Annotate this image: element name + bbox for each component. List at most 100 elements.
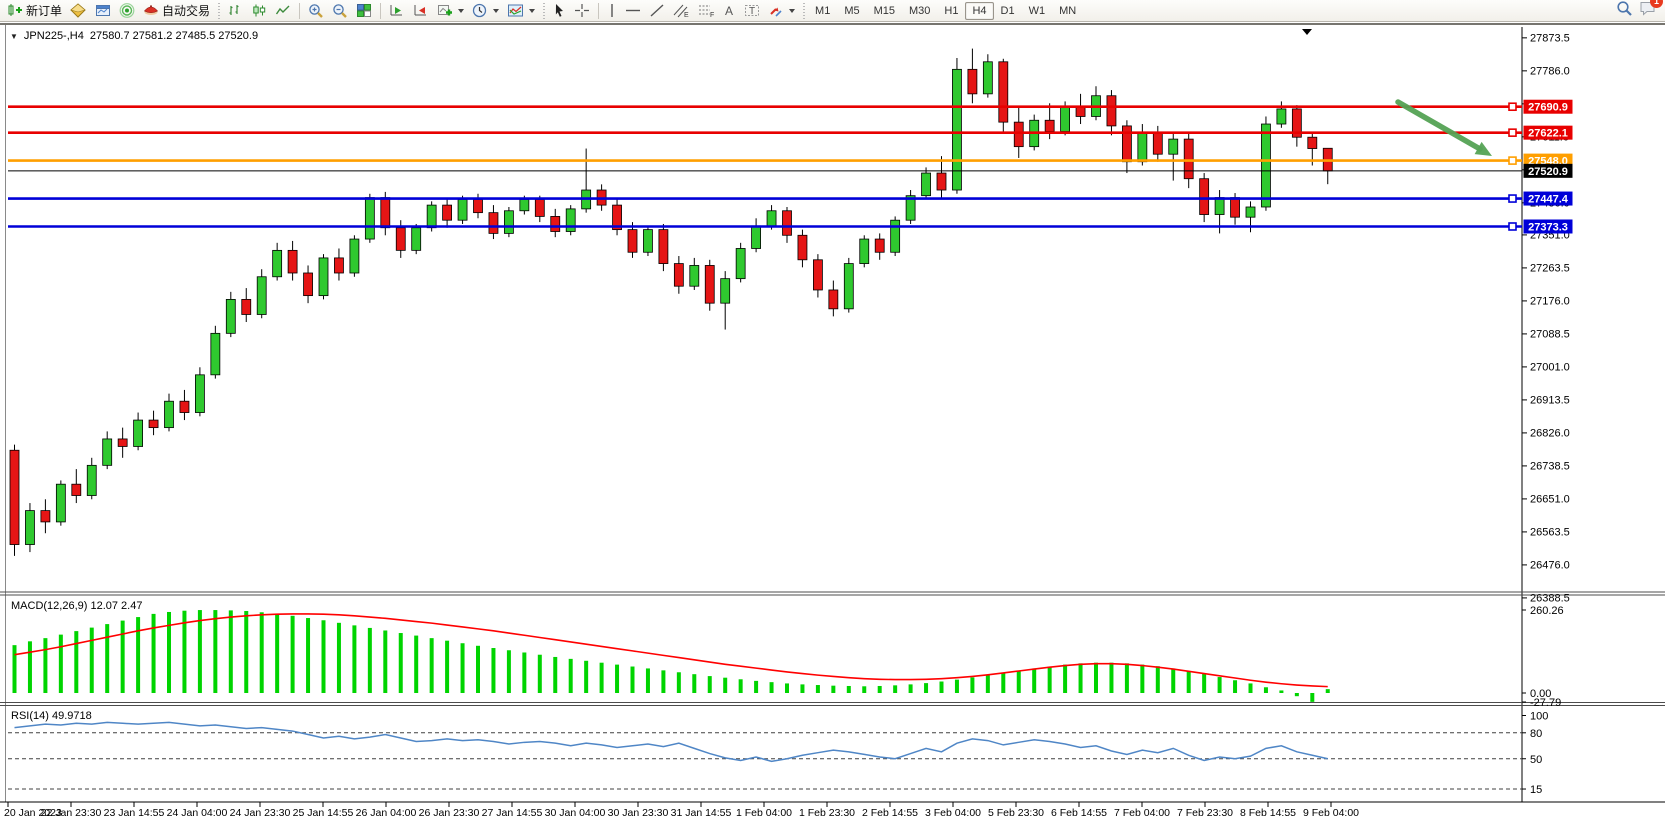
text-label-button[interactable]: T	[740, 1, 764, 21]
trendline-button[interactable]	[645, 1, 669, 21]
timeframe-button-m30[interactable]: M30	[909, 4, 931, 17]
timeframe-button-h4[interactable]: H4	[965, 1, 994, 20]
bar-chart-button[interactable]	[223, 1, 247, 21]
add-indicator-icon	[437, 3, 453, 18]
one-click-dropdown-icon[interactable]: ▼	[10, 31, 18, 41]
zoom-in-icon	[308, 3, 324, 19]
macd-panel: MACD(12,26,9) 12.07 2.47 260.26 0.00-27.79	[11, 600, 1564, 709]
chart-title: ▼ JPN225-,H4 27580.7 27581.2 27485.5 275…	[10, 30, 258, 42]
notification-badge: 1	[1650, 0, 1663, 8]
autotrading-button[interactable]: 自动交易	[139, 1, 214, 21]
svg-text:26563.5: 26563.5	[1530, 526, 1570, 538]
fibonacci-icon: F	[698, 3, 715, 18]
chart-shift-button[interactable]	[409, 1, 433, 21]
fibonacci-button[interactable]: F	[694, 1, 719, 21]
svg-text:27786.0: 27786.0	[1530, 65, 1570, 77]
trend-arrow[interactable]	[1395, 99, 1492, 156]
periods-button[interactable]	[468, 1, 503, 21]
svg-text:9 Feb 04:00: 9 Feb 04:00	[1303, 807, 1359, 819]
timeframe-button-h1[interactable]: H1	[944, 4, 959, 17]
svg-text:27176.0: 27176.0	[1530, 295, 1570, 307]
toolbar-grip	[541, 2, 547, 19]
candles	[9, 48, 1333, 556]
svg-text:23 Jan 14:55: 23 Jan 14:55	[104, 807, 165, 819]
equidistant-channel-button[interactable]: E	[669, 1, 694, 21]
svg-text:26 Jan 23:30: 26 Jan 23:30	[419, 807, 480, 819]
toolbar-separator	[598, 2, 600, 19]
timeframe-button-m5[interactable]: M5	[844, 4, 860, 17]
svg-text:27 Jan 14:55: 27 Jan 14:55	[482, 807, 543, 819]
channel-icon: E	[673, 3, 690, 18]
svg-text:26476.0: 26476.0	[1530, 559, 1570, 571]
svg-text:50: 50	[1530, 754, 1542, 766]
signals-button[interactable]	[115, 1, 139, 21]
svg-text:A: A	[725, 4, 733, 18]
zoom-out-icon	[332, 3, 348, 19]
svg-text:24 Jan 23:30: 24 Jan 23:30	[230, 807, 291, 819]
search-icon[interactable]	[1616, 0, 1633, 22]
cursor-button[interactable]	[548, 1, 570, 21]
candlestick-chart-button[interactable]	[247, 1, 271, 21]
trendline-icon	[649, 3, 665, 18]
crosshair-button[interactable]	[570, 1, 594, 21]
chart-title-ohlc: 27580.7 27581.2 27485.5 27520.9	[89, 30, 259, 42]
autotrading-hat-icon	[143, 3, 159, 18]
autotrading-label: 自动交易	[162, 4, 211, 18]
svg-text:3 Feb 04:00: 3 Feb 04:00	[925, 807, 981, 819]
line-handle	[1508, 156, 1517, 165]
svg-text:26913.5: 26913.5	[1530, 394, 1570, 406]
svg-text:27520.9: 27520.9	[1528, 166, 1568, 178]
svg-text:27373.3: 27373.3	[1528, 221, 1568, 233]
line-chart-button[interactable]	[271, 1, 295, 21]
timeframe-button-m1[interactable]: M1	[815, 4, 831, 17]
svg-text:2 Feb 14:55: 2 Feb 14:55	[862, 807, 918, 819]
timeframe-button-w1[interactable]: W1	[1028, 4, 1046, 17]
text-button[interactable]: A	[719, 1, 740, 21]
zoom-in-button[interactable]	[304, 1, 328, 21]
chart-window: ▼ JPN225-,H4 27580.7 27581.2 27485.5 275…	[0, 23, 1665, 834]
timeframe-button-d1[interactable]: D1	[1000, 4, 1015, 17]
timeframe-button-mn[interactable]: MN	[1059, 4, 1077, 17]
toolbar-grip	[801, 2, 807, 19]
arrow-shapes-icon	[768, 3, 784, 18]
timeframe-button-m15[interactable]: M15	[873, 4, 895, 17]
tile-windows-icon	[356, 3, 372, 18]
panel-splitters[interactable]	[0, 591, 1665, 706]
chart-shift-marker[interactable]	[1302, 29, 1312, 35]
notifications-button[interactable]: 1	[1639, 0, 1663, 21]
svg-text:24 Jan 04:00: 24 Jan 04:00	[167, 807, 228, 819]
svg-text:30 Jan 23:30: 30 Jan 23:30	[608, 807, 669, 819]
auto-scroll-button[interactable]	[385, 1, 409, 21]
horizontal-level-lines[interactable]	[8, 102, 1522, 231]
text-label-icon: T	[744, 3, 760, 18]
templates-button[interactable]	[503, 1, 539, 21]
market-watch-button[interactable]	[66, 1, 91, 21]
tile-windows-button[interactable]	[352, 1, 376, 21]
svg-text:22 Jan 23:30: 22 Jan 23:30	[41, 807, 102, 819]
svg-text:1 Feb 04:00: 1 Feb 04:00	[736, 807, 792, 819]
horizontal-line-button[interactable]	[621, 1, 645, 21]
candlestick-icon	[251, 3, 267, 18]
vertical-line-button[interactable]	[603, 1, 621, 21]
line-handle	[1508, 102, 1517, 112]
svg-text:1 Feb 23:30: 1 Feb 23:30	[799, 807, 855, 819]
window-icon	[95, 3, 111, 18]
indicators-button[interactable]	[433, 1, 468, 21]
svg-text:E: E	[684, 12, 689, 18]
svg-text:26388.5: 26388.5	[1530, 592, 1570, 604]
new-order-button[interactable]: 新订单	[4, 1, 66, 21]
zoom-out-button[interactable]	[328, 1, 352, 21]
arrows-button[interactable]	[764, 1, 799, 21]
svg-text:6 Feb 14:55: 6 Feb 14:55	[1051, 807, 1107, 819]
signal-radar-icon	[119, 3, 135, 18]
text-a-icon: A	[723, 3, 736, 18]
toolbar-separator	[299, 2, 301, 19]
terminal-window-button[interactable]	[91, 1, 115, 21]
chart-canvas[interactable]: 27873.527786.027698.527611.027523.527436…	[0, 25, 1665, 836]
svg-text:0.00: 0.00	[1530, 688, 1551, 700]
crosshair-icon	[574, 3, 590, 18]
price-line-labels: 27690.927622.127548.027520.927447.427373…	[1523, 99, 1573, 234]
svg-text:27447.4: 27447.4	[1528, 194, 1569, 206]
svg-text:20 Jan 2023: 20 Jan 2023	[4, 807, 62, 819]
